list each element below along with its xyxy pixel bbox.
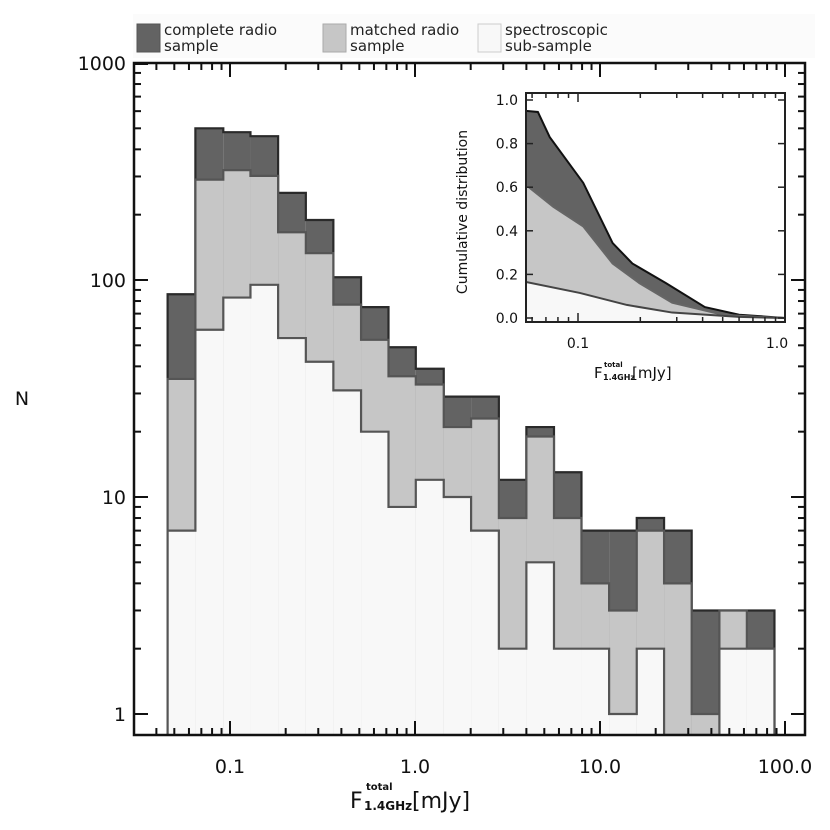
histogram-bar <box>278 338 306 735</box>
x-label-sub: 1.4GHz <box>364 799 412 813</box>
histogram-bar <box>581 648 610 735</box>
series-spectroscopic-sub-sample <box>166 283 776 735</box>
x-label-sup: total <box>366 782 393 793</box>
inset-y-tick-label: 0.4 <box>496 224 518 240</box>
inset-y-tick-label: 0.0 <box>496 311 518 327</box>
histogram-bar <box>636 648 665 735</box>
inset-x-tick-label: 1.0 <box>766 336 788 352</box>
inset-y-tick-label: 0.2 <box>496 267 518 283</box>
legend-label-line1: spectroscopic <box>505 21 608 39</box>
histogram-bar <box>167 530 196 735</box>
histogram-bar <box>250 284 279 735</box>
y-tick-label: 1000 <box>78 53 126 75</box>
plot-frame <box>132 61 807 737</box>
legend-label-line2: sample <box>164 37 219 55</box>
histogram-bar <box>471 530 499 735</box>
histogram-bar <box>223 297 251 735</box>
inset-y-tick-label: 0.6 <box>496 180 518 196</box>
x-label-main: F <box>350 789 363 814</box>
y-tick-label: 1 <box>114 704 126 726</box>
x-tick-label: 1.0 <box>400 756 430 778</box>
inset-x-label-unit: [mJy] <box>632 364 672 382</box>
histogram-bar <box>553 648 582 735</box>
histogram-bar <box>361 431 389 735</box>
legend-swatch <box>322 23 347 53</box>
cumulative-line <box>526 109 785 319</box>
x-tick-label: 0.1 <box>215 756 245 778</box>
histogram-bar <box>195 329 224 735</box>
histogram-bar <box>746 648 775 735</box>
inset-y-tick-label: 1.0 <box>496 93 518 109</box>
histogram-bar <box>415 479 444 735</box>
inset-cumulative-plot: 0.0 0.2 0.4 0.6 0.8 1.0 0.1 1.0 Cumulative distr… <box>455 92 788 382</box>
cumulative-area-spectroscopic-sub-sample <box>526 282 785 322</box>
histogram-bar <box>526 562 554 735</box>
y-tick-label: 10 <box>102 487 126 509</box>
cumulative-area-matched-radio-sample <box>526 185 785 322</box>
y-tick-label: 100 <box>90 270 126 292</box>
histogram-bar <box>305 361 334 735</box>
legend-swatch <box>477 23 502 53</box>
histogram-outline <box>166 127 776 735</box>
inset-x-tick-label: 0.1 <box>567 336 589 352</box>
inset-x-label-main: F <box>594 364 603 382</box>
bars <box>166 127 776 735</box>
legend-label-line1: matched radio <box>350 21 459 39</box>
histogram-bar <box>388 506 416 735</box>
histogram-bar <box>664 583 692 735</box>
legend-label-line1: complete radio <box>164 21 277 39</box>
x-tick-label: 10.0 <box>579 756 621 778</box>
x-tick-label: 100.0 <box>758 756 812 778</box>
histogram-bar <box>691 714 720 735</box>
histogram-bar <box>333 390 362 735</box>
histogram-outline <box>166 283 776 735</box>
inset-frame <box>525 92 786 323</box>
inset-y-axis-label: Cumulative distribution <box>455 130 471 294</box>
inset-x-label-sup: total <box>604 361 623 369</box>
histogram-bar <box>609 714 637 735</box>
inset-y-tick-label: 0.8 <box>496 137 518 153</box>
histogram-outline <box>166 168 776 735</box>
legend-box <box>133 14 815 58</box>
legend-label-line2: sample <box>350 37 405 55</box>
cumulative-line <box>526 281 785 319</box>
histogram-bar <box>719 648 747 735</box>
legend-swatch <box>136 23 161 53</box>
y-axis-label: N <box>15 388 29 410</box>
histogram-bar <box>443 497 472 735</box>
x-label-unit: [mJy] <box>412 789 470 814</box>
inset-x-label-sub: 1.4GHz <box>603 373 635 382</box>
histogram-bar <box>498 648 527 735</box>
legend-label-line2: sub-sample <box>505 37 592 55</box>
